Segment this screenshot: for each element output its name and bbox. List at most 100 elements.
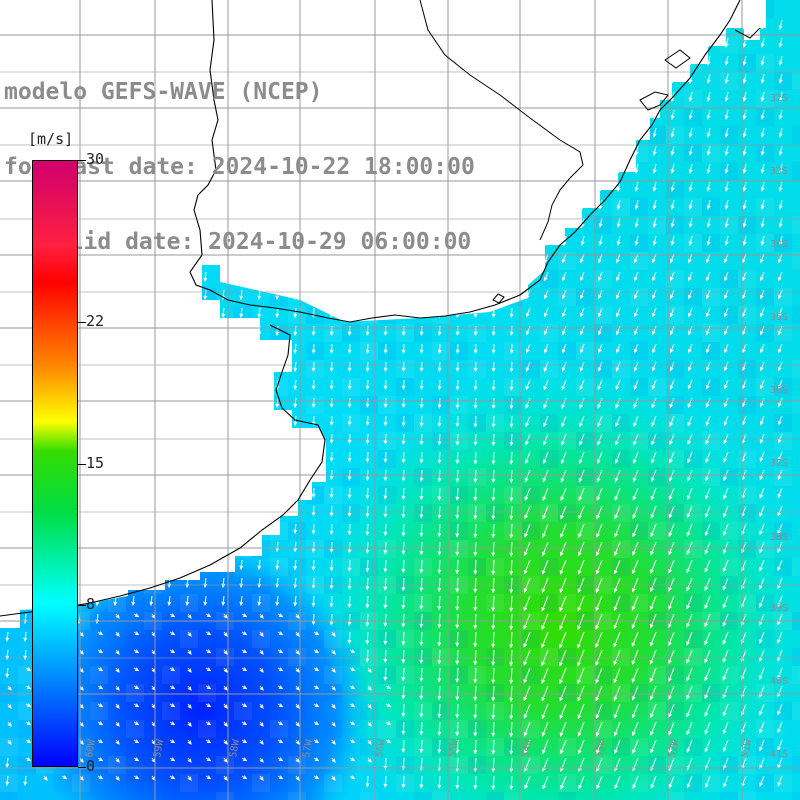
- wind-arrow: [275, 19, 280, 31]
- wind-arrow: [223, 631, 228, 637]
- wind-arrow: [473, 631, 478, 648]
- wind-arrow: [259, 631, 264, 637]
- wind-arrow: [149, 559, 154, 571]
- wind-arrow: [257, 505, 262, 517]
- wind-arrow: [455, 649, 460, 666]
- wind-arrow: [221, 415, 226, 427]
- wind-arrow: [23, 577, 28, 589]
- wind-arrow: [473, 775, 478, 790]
- colorbar-tick-label: 22: [86, 311, 105, 330]
- wind-arrow: [293, 289, 298, 301]
- wind-arrow: [383, 667, 388, 682]
- wind-arrow: [777, 433, 783, 444]
- wind-arrow: [579, 415, 585, 428]
- wind-arrow: [669, 325, 675, 336]
- wind-arrow: [722, 703, 729, 717]
- wind-arrow: [670, 73, 675, 84]
- wind-arrow: [169, 757, 176, 762]
- wind-arrow: [706, 37, 711, 48]
- wind-arrow: [205, 775, 212, 780]
- wind-arrow: [239, 289, 244, 301]
- wind-arrow: [473, 307, 478, 319]
- wind-arrow: [491, 361, 496, 373]
- wind-arrow: [597, 397, 603, 409]
- wind-arrow: [131, 451, 136, 463]
- wind-arrow: [777, 361, 783, 372]
- wind-arrow: [239, 595, 244, 607]
- wind-arrow: [97, 775, 104, 780]
- wind-arrow: [365, 523, 370, 536]
- wind-arrow: [311, 343, 316, 355]
- wind-arrow: [560, 757, 567, 772]
- wind-arrow: [759, 775, 765, 788]
- wind-arrow: [759, 271, 765, 282]
- wind-arrow: [275, 487, 280, 499]
- wind-arrow: [347, 289, 352, 301]
- wind-arrow: [5, 397, 10, 409]
- wind-arrow: [650, 721, 657, 736]
- wind-arrow: [652, 91, 657, 102]
- wind-arrow: [722, 721, 729, 735]
- colorbar-tick: [78, 463, 86, 465]
- wind-arrow: [473, 487, 478, 502]
- wind-arrow: [526, 181, 531, 192]
- wind-arrow: [614, 523, 621, 538]
- wind-arrow: [311, 577, 316, 590]
- wind-arrow: [634, 91, 639, 102]
- wind-arrow: [615, 325, 621, 336]
- wind-arrow: [331, 649, 336, 655]
- wind-arrow: [25, 721, 32, 726]
- wind-arrow: [167, 379, 172, 391]
- wind-arrow: [668, 523, 675, 538]
- wind-arrow: [131, 397, 136, 409]
- wind-arrow: [311, 541, 316, 553]
- wind-arrow: [205, 703, 212, 708]
- wind-arrow: [778, 199, 783, 210]
- wind-arrow: [239, 415, 244, 427]
- wind-arrow: [777, 595, 783, 608]
- colorbar: [32, 160, 78, 767]
- wind-arrow: [401, 613, 406, 628]
- wind-arrow: [401, 343, 406, 355]
- wind-arrow: [742, 55, 747, 66]
- wind-arrow: [578, 451, 585, 465]
- wind-arrow: [187, 739, 192, 745]
- wind-arrow: [473, 595, 478, 612]
- wind-arrow: [367, 703, 372, 709]
- wind-arrow: [705, 397, 711, 408]
- wind-arrow: [687, 271, 693, 282]
- wind-arrow: [365, 343, 370, 355]
- wind-arrow: [95, 487, 100, 499]
- wind-arrow: [329, 289, 334, 301]
- wind-arrow: [221, 325, 226, 337]
- wind-arrow: [491, 271, 496, 283]
- wind-arrow: [295, 631, 300, 637]
- wind-arrow: [95, 505, 100, 517]
- wind-arrow: [167, 541, 172, 553]
- wind-arrow: [331, 631, 336, 637]
- wind-arrow: [742, 19, 747, 30]
- wind-arrow: [562, 73, 567, 84]
- wind-arrow: [221, 469, 226, 481]
- wind-arrow: [723, 397, 729, 408]
- wind-arrow: [631, 685, 639, 701]
- wind-arrow: [509, 595, 514, 613]
- wind-arrow: [257, 343, 262, 355]
- wind-arrow: [365, 775, 370, 788]
- wind-arrow: [167, 325, 172, 337]
- wind-arrow: [613, 631, 621, 648]
- wind-arrow: [758, 577, 765, 590]
- colorbar-tick-label: 15: [86, 453, 105, 472]
- wind-arrow: [723, 415, 729, 427]
- wind-arrow: [706, 19, 711, 30]
- wind-arrow: [668, 667, 675, 683]
- wind-arrow: [544, 19, 549, 30]
- wind-arrow: [704, 775, 711, 789]
- wind-arrow: [562, 19, 567, 30]
- wind-arrow: [23, 469, 28, 481]
- wind-arrow: [329, 325, 334, 337]
- wind-arrow: [5, 595, 10, 607]
- wind-arrow: [509, 343, 514, 355]
- wind-arrow: [704, 577, 711, 592]
- wind-arrow: [401, 379, 406, 391]
